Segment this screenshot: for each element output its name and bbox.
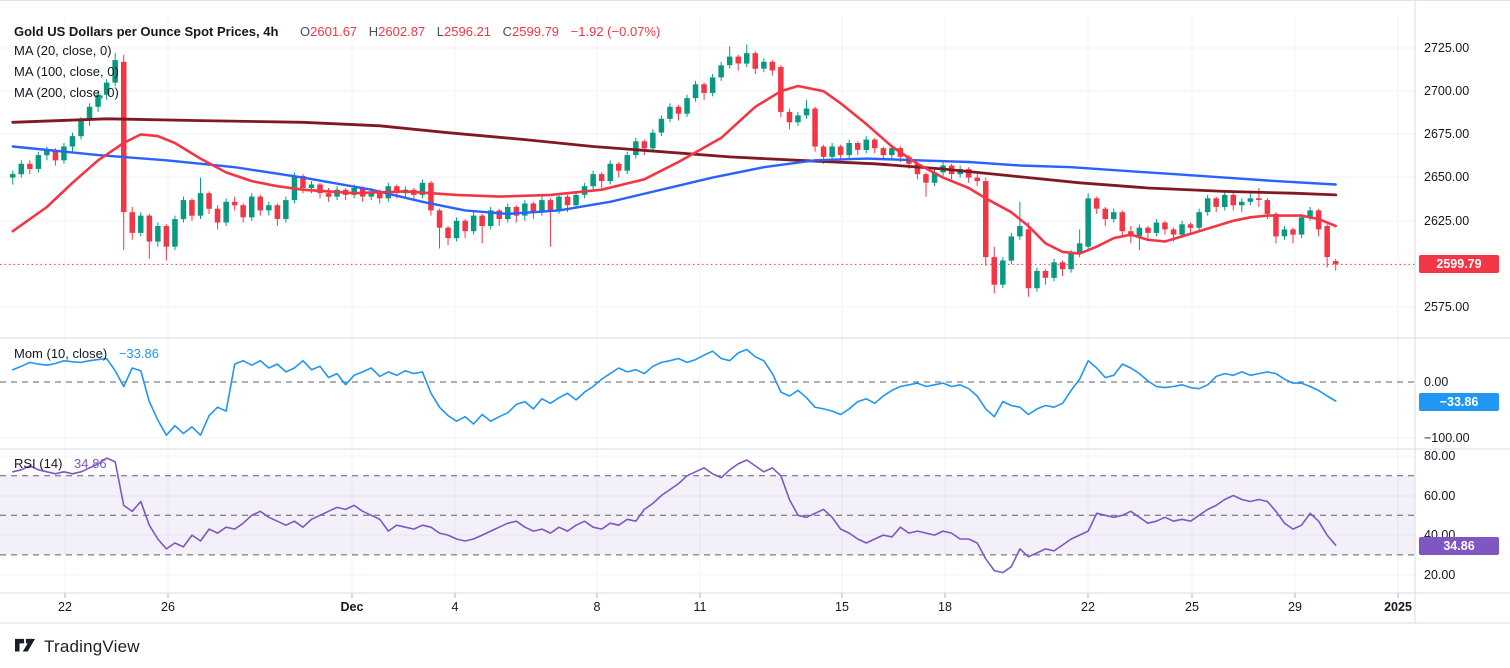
- rsi-tick-label: 80.00: [1424, 449, 1456, 463]
- price-tick-label: 2725.00: [1424, 41, 1470, 55]
- momentum-tick-label: −100.00: [1424, 431, 1470, 445]
- tradingview-logo-icon: [15, 638, 35, 652]
- chart-legend[interactable]: Gold US Dollars per Ounce Spot Prices, 4…: [14, 24, 660, 39]
- momentum-value: −33.86: [118, 346, 159, 361]
- high-letter: H: [368, 24, 379, 39]
- time-tick-label: 11: [693, 600, 707, 614]
- price-tick-label: 2650.00: [1424, 170, 1470, 184]
- time-tick-label: 8: [593, 600, 601, 614]
- low-value: 2596.21: [444, 24, 492, 39]
- open-letter: O: [300, 24, 311, 39]
- time-tick-label: 15: [835, 600, 849, 614]
- price-tick-label: 2700.00: [1424, 84, 1470, 98]
- low-letter: L: [436, 24, 445, 39]
- high-value: 2602.87: [378, 24, 426, 39]
- rsi-label: RSI (14): [14, 456, 63, 471]
- time-tick-label: 4: [451, 600, 459, 614]
- price-tick-label: 2575.00: [1424, 300, 1470, 314]
- open-value: 2601.67: [310, 24, 358, 39]
- current-price-badge: 2599.79: [1419, 255, 1499, 273]
- time-tick-label: 2025: [1384, 600, 1412, 614]
- close-value: 2599.79: [512, 24, 560, 39]
- price-tick-label: 2675.00: [1424, 127, 1470, 141]
- time-tick-label: 25: [1185, 600, 1199, 614]
- tradingview-watermark[interactable]: TradingView: [14, 637, 140, 657]
- ma20-legend[interactable]: MA (20, close, 0): [14, 43, 112, 58]
- time-tick-label: 22: [58, 600, 72, 614]
- momentum-tick-label: 0.00: [1424, 375, 1449, 389]
- time-tick-label: 18: [938, 600, 952, 614]
- change-value: −1.92 (−0.07%): [570, 24, 661, 39]
- rsi-tick-label: 20.00: [1424, 568, 1456, 582]
- rsi-value-badge: 34.86: [1419, 537, 1499, 555]
- rsi-legend[interactable]: RSI (14) 34.86: [14, 456, 107, 471]
- price-tick-label: 2625.00: [1424, 214, 1470, 228]
- momentum-label: Mom (10, close): [14, 346, 108, 361]
- time-tick-label: 29: [1288, 600, 1302, 614]
- time-tick-label: Dec: [340, 600, 364, 614]
- symbol-title: Gold US Dollars per Ounce Spot Prices, 4…: [14, 24, 279, 39]
- rsi-value: 34.86: [74, 456, 107, 471]
- ma200-legend[interactable]: MA (200, close, 0): [14, 85, 119, 100]
- tradingview-brand-text: TradingView: [44, 637, 140, 656]
- ma100-legend[interactable]: MA (100, close, 0): [14, 64, 119, 79]
- momentum-legend[interactable]: Mom (10, close) −33.86: [14, 346, 159, 361]
- rsi-tick-label: 60.00: [1424, 489, 1456, 503]
- close-letter: C: [502, 24, 513, 39]
- time-tick-label: 22: [1081, 600, 1095, 614]
- chart-canvas[interactable]: [0, 1, 1510, 631]
- time-tick-label: 26: [161, 600, 175, 614]
- momentum-value-badge: −33.86: [1419, 393, 1499, 411]
